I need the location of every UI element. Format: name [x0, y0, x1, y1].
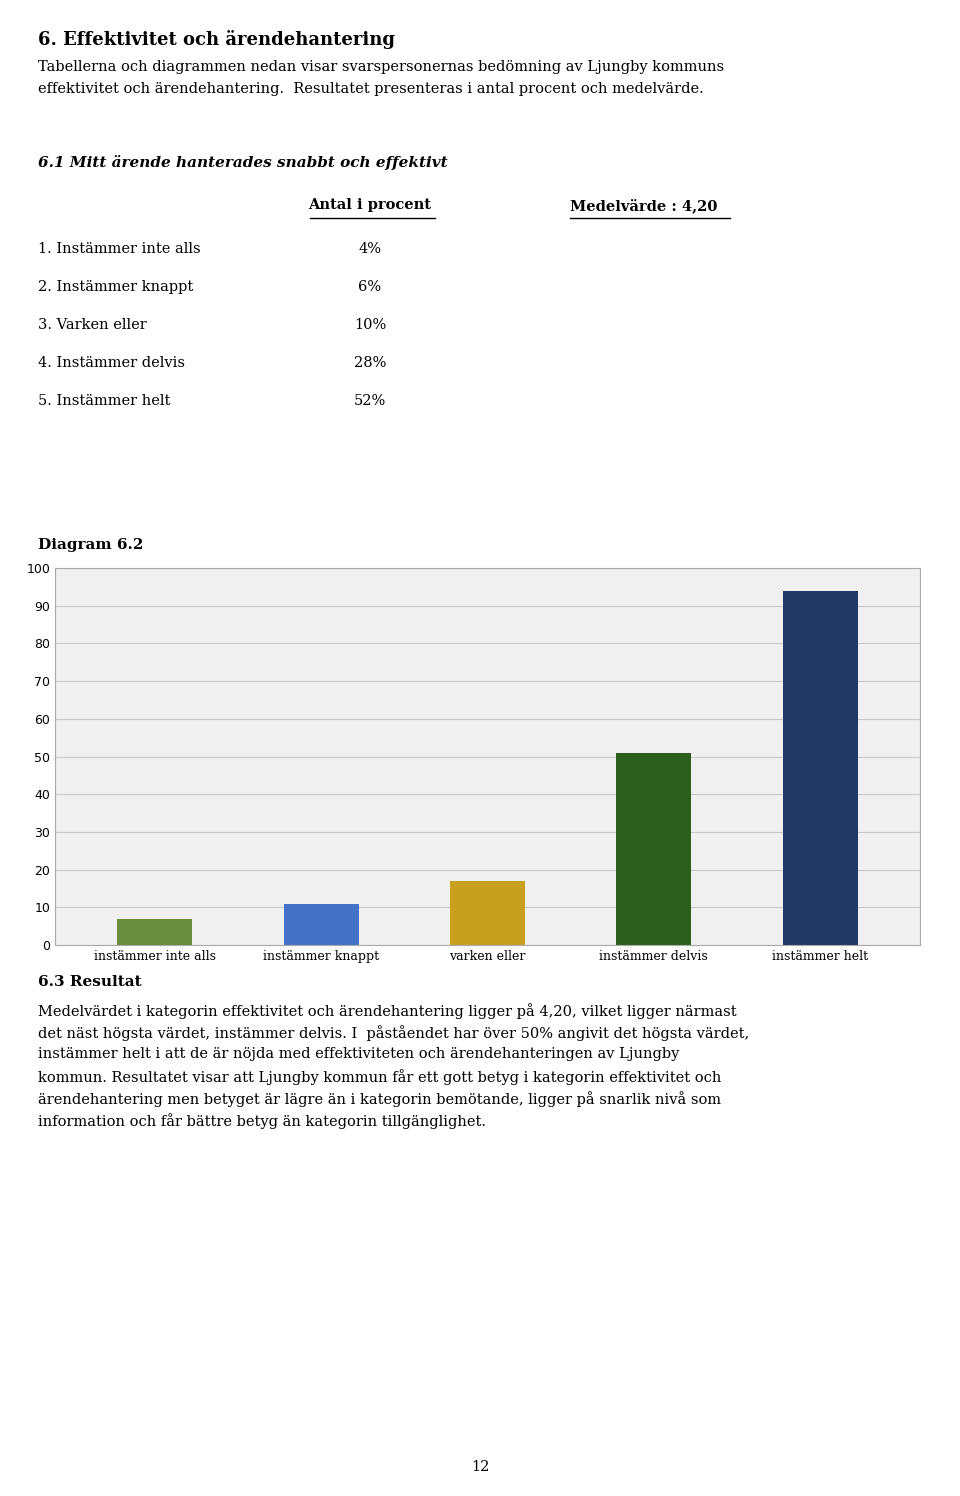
- Text: 10%: 10%: [354, 319, 386, 332]
- Text: 52%: 52%: [354, 393, 386, 408]
- Text: det näst högsta värdet, instämmer delvis. I  påståendet har över 50% angivit det: det näst högsta värdet, instämmer delvis…: [38, 1025, 749, 1041]
- Bar: [616, 752, 691, 945]
- Text: 12: 12: [470, 1460, 490, 1474]
- Text: 6.3 Resultat: 6.3 Resultat: [38, 975, 142, 989]
- Text: 1. Instämmer inte alls: 1. Instämmer inte alls: [38, 242, 201, 256]
- Text: 28%: 28%: [354, 356, 386, 370]
- Text: 5. Instämmer helt: 5. Instämmer helt: [38, 393, 170, 408]
- Bar: [117, 919, 192, 945]
- Text: Antal i procent: Antal i procent: [308, 197, 431, 212]
- Bar: [450, 881, 525, 945]
- Text: Tabellerna och diagrammen nedan visar svarspersonernas bedömning av Ljungby komm: Tabellerna och diagrammen nedan visar sv…: [38, 60, 724, 73]
- Text: 2. Instämmer knappt: 2. Instämmer knappt: [38, 280, 193, 295]
- Text: information och får bättre betyg än kategorin tillgänglighet.: information och får bättre betyg än kate…: [38, 1113, 486, 1129]
- Text: 4. Instämmer delvis: 4. Instämmer delvis: [38, 356, 185, 370]
- Text: Diagram 6.2: Diagram 6.2: [38, 539, 143, 552]
- Text: effektivitet och ärendehantering.  Resultatet presenteras i antal procent och me: effektivitet och ärendehantering. Result…: [38, 82, 704, 96]
- Bar: [782, 591, 857, 945]
- Bar: [284, 904, 359, 945]
- Text: 6%: 6%: [358, 280, 381, 295]
- Text: instämmer helt i att de är nöjda med effektiviteten och ärendehanteringen av Lju: instämmer helt i att de är nöjda med eff…: [38, 1047, 680, 1061]
- Text: 6. Effektivitet och ärendehantering: 6. Effektivitet och ärendehantering: [38, 30, 395, 49]
- Text: Medelvärdet i kategorin effektivitet och ärendehantering ligger på 4,20, vilket : Medelvärdet i kategorin effektivitet och…: [38, 1002, 736, 1019]
- Text: 3. Varken eller: 3. Varken eller: [38, 319, 147, 332]
- Text: 4%: 4%: [358, 242, 381, 256]
- Text: kommun. Resultatet visar att Ljungby kommun får ett gott betyg i kategorin effek: kommun. Resultatet visar att Ljungby kom…: [38, 1070, 721, 1085]
- Text: 6.1 Mitt ärende hanterades snabbt och effektivt: 6.1 Mitt ärende hanterades snabbt och ef…: [38, 156, 447, 171]
- Text: Medelvärde : 4,20: Medelvärde : 4,20: [570, 197, 717, 212]
- Text: ärendehantering men betyget är lägre än i kategorin bemötande, ligger på snarlik: ärendehantering men betyget är lägre än …: [38, 1091, 721, 1107]
